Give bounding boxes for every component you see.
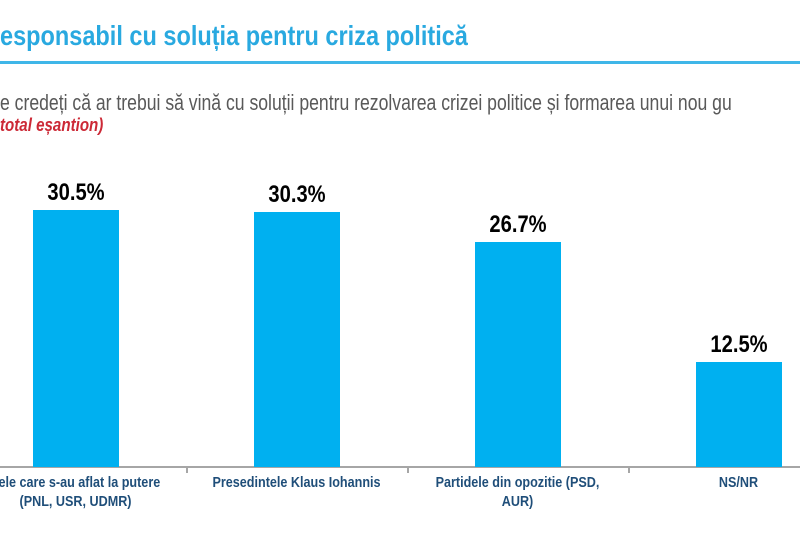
bar xyxy=(474,241,561,467)
survey-question: e credeți că ar trebui să vină cu soluți… xyxy=(0,90,732,115)
category-label: Partidele din opozitie (PSD, AUR) xyxy=(435,474,600,510)
bar xyxy=(695,361,782,467)
x-axis-line xyxy=(0,466,800,468)
bar-value-label: 30.5% xyxy=(46,178,105,206)
sample-note: total eșantion) xyxy=(0,115,104,135)
category-label: NS/NR xyxy=(718,474,759,491)
bar xyxy=(32,209,119,467)
page-title: esponsabil cu soluția pentru criza polit… xyxy=(0,20,468,51)
bar xyxy=(253,211,340,467)
bar-value-label: 26.7% xyxy=(488,210,547,238)
bar-value-label: 12.5% xyxy=(709,330,768,358)
axis-tick xyxy=(628,467,630,473)
category-label: Presedintele Klaus Iohannis xyxy=(212,474,381,491)
axis-tick xyxy=(407,467,409,473)
bar-value-label: 30.3% xyxy=(267,180,326,208)
title-divider xyxy=(0,61,800,64)
axis-tick xyxy=(186,467,188,473)
category-label: dele care s-au aflat la putere (PNL, USR… xyxy=(0,474,161,510)
